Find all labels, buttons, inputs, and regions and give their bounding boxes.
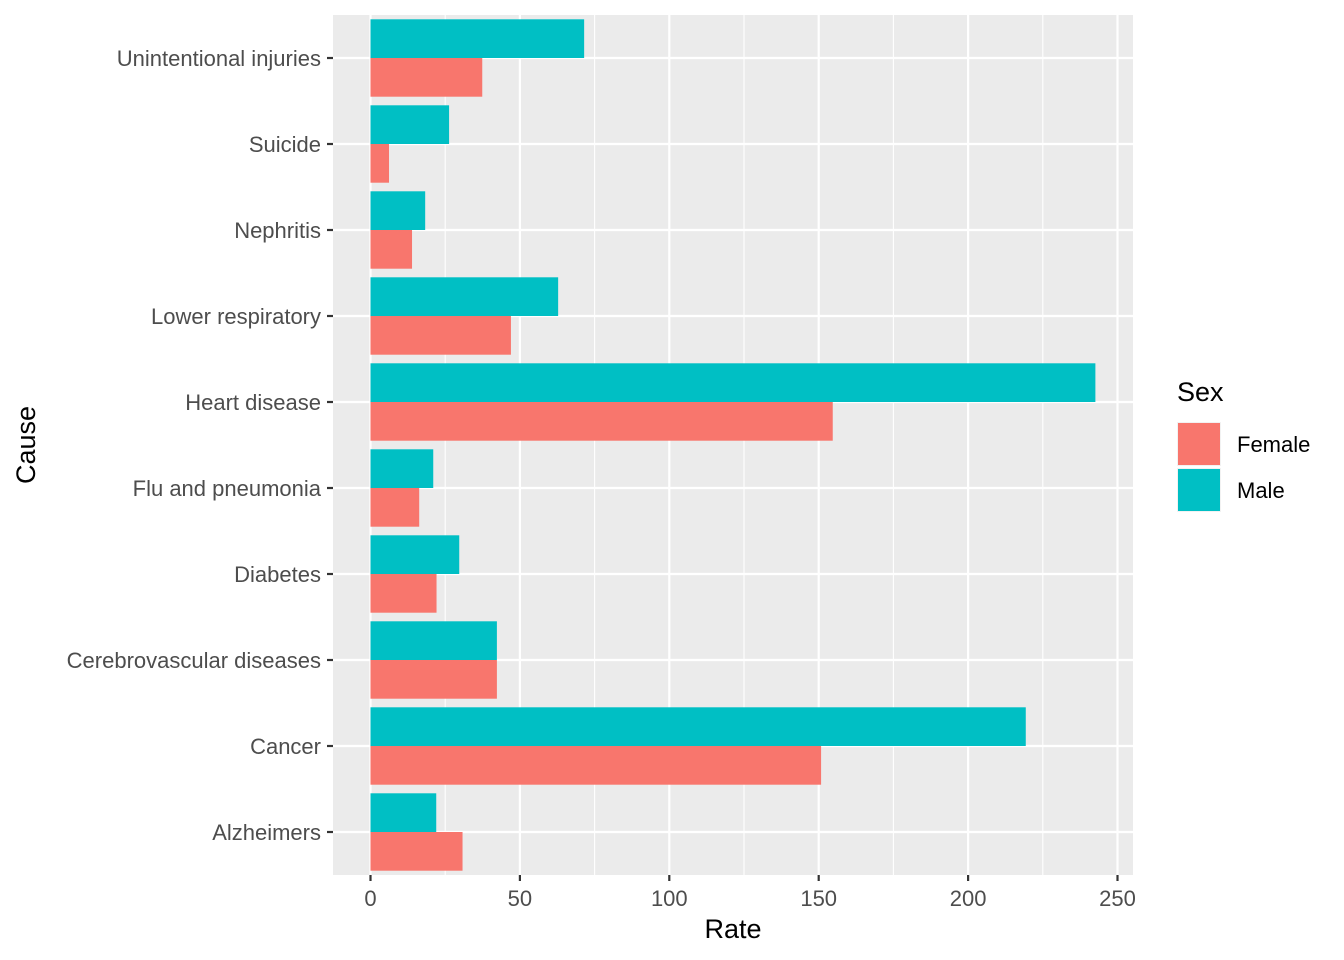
y-tick-label: Suicide (249, 132, 321, 157)
legend-title: Sex (1177, 377, 1224, 407)
bar-male (370, 363, 1096, 402)
bar-male (370, 793, 437, 832)
bar-female (370, 574, 437, 613)
bar-male (370, 707, 1026, 746)
y-tick-label: Diabetes (234, 562, 321, 587)
bar-female (370, 144, 390, 183)
x-tick-label: 0 (364, 886, 376, 911)
legend-swatch (1178, 423, 1220, 465)
bar-female (370, 230, 413, 269)
bar-male (370, 191, 426, 230)
bar-female (370, 316, 511, 355)
bar-male (370, 449, 434, 488)
bar-male (370, 535, 460, 574)
x-tick-label: 50 (508, 886, 532, 911)
x-tick-label: 200 (950, 886, 987, 911)
bar-male (370, 19, 585, 58)
bar-male (370, 621, 497, 660)
x-axis-title: Rate (704, 914, 761, 944)
y-tick-label: Cancer (250, 734, 321, 759)
x-tick-label: 250 (1099, 886, 1136, 911)
bars (370, 19, 1096, 871)
legend-label: Female (1237, 432, 1310, 457)
bar-female (370, 660, 497, 699)
legend-swatch (1178, 469, 1220, 511)
bar-female (370, 832, 463, 871)
x-axis: 0 50 100 150 200 250 (364, 875, 1136, 911)
bar-female (370, 488, 420, 527)
x-tick-label: 150 (800, 886, 837, 911)
y-tick-label: Alzheimers (212, 820, 321, 845)
y-tick-label: Nephritis (234, 218, 321, 243)
y-tick-label: Lower respiratory (151, 304, 321, 329)
legend: Sex Female Male (1177, 377, 1310, 512)
y-tick-label: Heart disease (185, 390, 321, 415)
bar-male (370, 105, 450, 144)
y-tick-label: Flu and pneumonia (133, 476, 322, 501)
y-tick-label: Cerebrovascular diseases (67, 648, 321, 673)
x-tick-label: 100 (651, 886, 688, 911)
bar-female (370, 402, 833, 441)
legend-label: Male (1237, 478, 1285, 503)
y-axis-title: Cause (11, 406, 41, 484)
y-tick-label: Unintentional injuries (117, 46, 321, 71)
bar-female (370, 58, 483, 97)
bar-male (370, 277, 559, 316)
bar-female (370, 746, 822, 785)
y-axis: Alzheimers Cancer Cerebrovascular diseases… (67, 46, 333, 845)
